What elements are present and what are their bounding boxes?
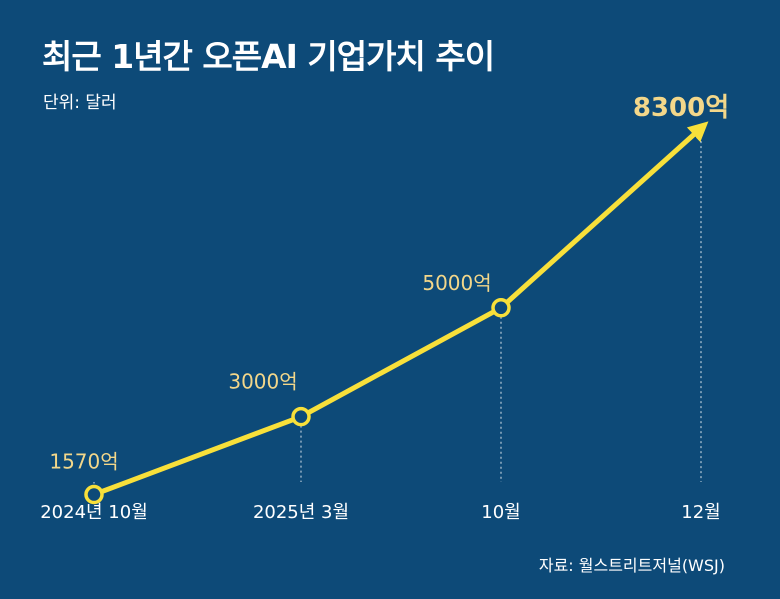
data-label: 1570억	[49, 450, 118, 474]
data-label: 8300억	[633, 93, 729, 123]
data-point	[291, 406, 311, 427]
data-point	[491, 298, 511, 318]
data-label: 5000억	[422, 271, 491, 295]
chart-title: 최근 1년간 오픈AI 기업가치 추이	[42, 37, 495, 76]
data-point	[84, 484, 104, 505]
series-line	[91, 121, 709, 498]
data-label: 3000억	[228, 370, 297, 394]
x-tick-label: 2024년 10월	[40, 502, 148, 523]
source-note: 자료: 월스트리트저널(WSJ)	[538, 556, 725, 575]
unit-label: 단위: 달러	[43, 93, 117, 113]
x-tick-label: 10월	[481, 502, 520, 523]
x-tick-label: 12월	[681, 502, 720, 523]
x-tick-label: 2025년 3월	[253, 502, 349, 523]
